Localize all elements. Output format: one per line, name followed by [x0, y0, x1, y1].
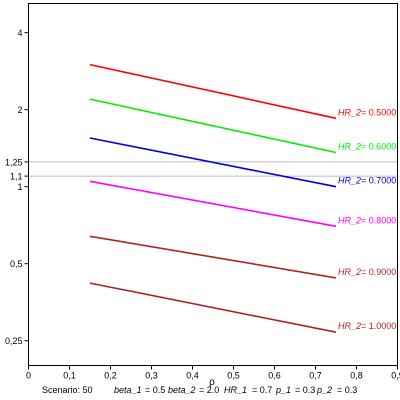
series-labels: HR_2= 0.5000 HR_2= 0.6000 HR_2= 0.7000 HR_2… — [338, 107, 396, 331]
x-tick-label-6: 0,6 — [268, 371, 281, 381]
y-tick-label-3: 1,1 — [10, 172, 23, 182]
series-line-0 — [89, 63, 337, 120]
x-tick-label-2: 0,2 — [104, 371, 117, 381]
series-lines — [89, 63, 337, 333]
x-tick-label-9: 0,9 — [391, 371, 400, 381]
y-tick-label-6: 4 — [17, 28, 22, 38]
reference-lines — [28, 161, 398, 177]
y-tick-label-0: 0,25 — [5, 336, 23, 346]
y-tick-label-2: 1 — [17, 182, 22, 192]
scenario-footer: Scenario: 50 beta_1 = 0.5 beta_2 = 2.0 H… — [0, 385, 400, 400]
p1-var: p_1 — [276, 385, 292, 395]
beta2-value: = 2.0 — [199, 385, 220, 395]
y-axis: 0,25 0,5 11,1 1,25 2 4 — [5, 28, 29, 346]
scenario-label: Scenario: 50 — [42, 385, 93, 395]
y-tick-label-5: 2 — [17, 105, 22, 115]
p2-var: p_2 — [317, 385, 333, 395]
y-tick-label-4: 1,25 — [5, 157, 23, 167]
series-label-5: HR_2= 1.0000 — [338, 321, 396, 331]
x-tick-label-7: 0,7 — [309, 371, 322, 381]
x-tick-label-5: 0,5 — [227, 371, 240, 381]
beta1-var: beta_1 — [114, 385, 142, 395]
x-tick-label-0: 0 — [26, 371, 31, 381]
series-label-4: HR_2= 0.9000 — [338, 267, 396, 277]
series-label-0: HR_2= 0.5000 — [338, 107, 396, 117]
x-axis-label: ρ — [209, 377, 215, 388]
series-label-3: HR_2= 0.8000 — [338, 215, 396, 225]
series-line-1 — [89, 98, 337, 154]
series-line-3 — [89, 180, 337, 228]
x-tick-label-1: 0,1 — [63, 371, 76, 381]
p2-value: = 0.3 — [337, 385, 358, 395]
plot-frame — [28, 3, 398, 366]
series-line-2 — [89, 137, 337, 188]
series-line-5 — [89, 282, 337, 333]
beta2-var: beta_2 — [168, 385, 196, 395]
beta1-value: = 0.5 — [145, 385, 166, 395]
x-tick-label-3: 0,3 — [145, 371, 158, 381]
hr1-value: = 0.7 — [252, 385, 273, 395]
x-tick-label-4: 0,4 — [186, 371, 199, 381]
p1-value: = 0.3 — [295, 385, 316, 395]
series-line-4 — [89, 235, 337, 279]
x-tick-label-8: 0,8 — [350, 371, 363, 381]
y-tick-label-1: 0,5 — [10, 259, 23, 269]
series-label-2: HR_2= 0.7000 — [338, 176, 396, 186]
series-label-1: HR_2= 0.6000 — [338, 142, 396, 152]
hr1-var: HR_1 — [224, 385, 248, 395]
x-axis: 0 0,1 0,2 0,3 0,4 0,5 0,6 0,7 0,8 0,9 — [26, 365, 400, 381]
